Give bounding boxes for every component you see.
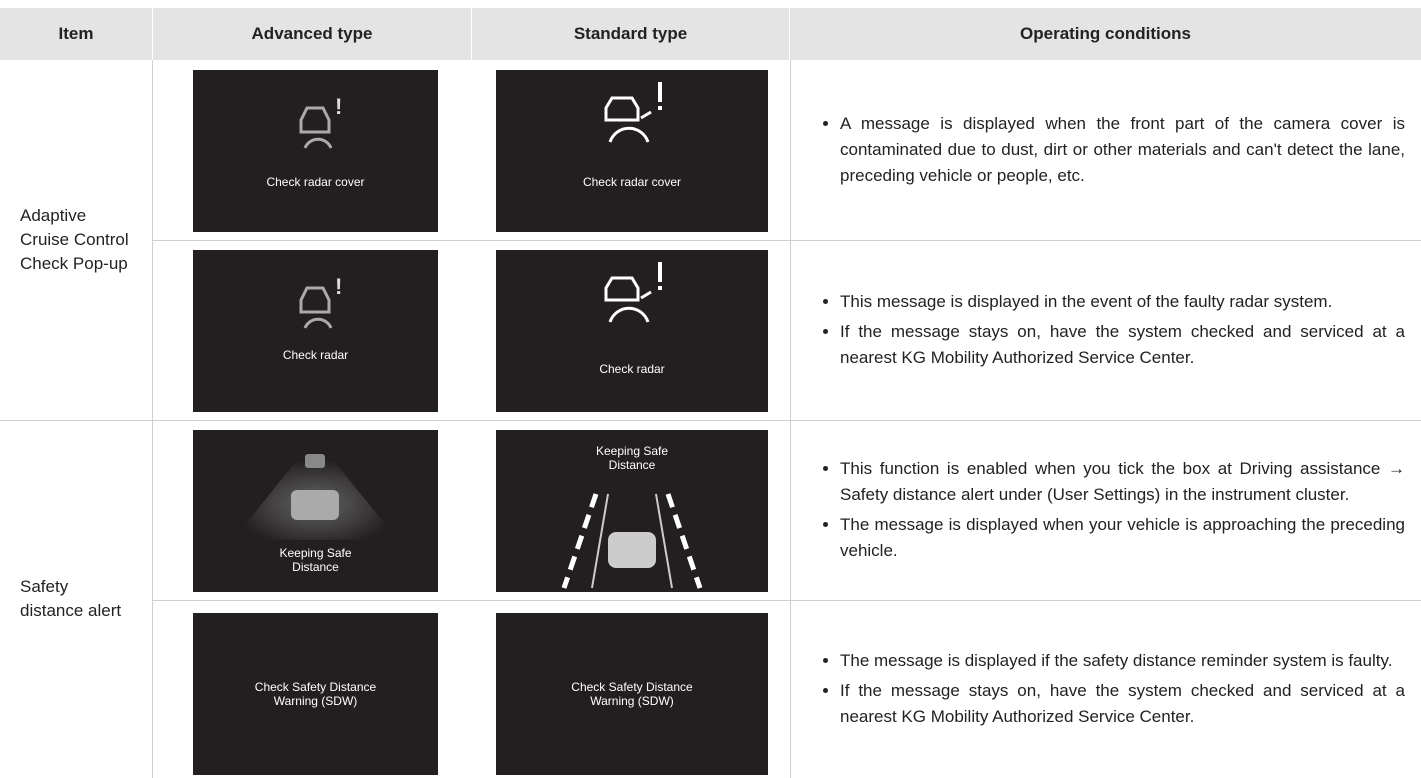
condition-cell: This message is displayed in the event o… [790,240,1421,420]
screen-text: Check Safety Distance Warning (SDW) [254,680,377,708]
bullet: This function is enabled when you tick t… [840,456,1405,508]
screen-text: Check radar [282,348,349,362]
condition-cell: The message is displayed if the safety d… [790,600,1421,778]
icon [604,82,662,143]
bullet: The message is displayed if the safety d… [840,648,1405,674]
icon: ! [299,274,342,329]
header-cell: Item [0,8,152,60]
screen: Check Safety Distance Warning (SDW) [193,613,438,775]
header-cell: Operating conditions [790,8,1421,60]
divider [0,420,1421,421]
header-cell: Standard type [472,8,789,60]
condition-cell: This function is enabled when you tick t… [790,420,1421,600]
screen: Keeping Safe Distance [496,430,768,592]
screen: ! Check radar [193,250,438,412]
screen: Check Safety Distance Warning (SDW) [496,613,768,775]
item-cell: Adaptive Cruise Control Check Pop-up [20,206,129,273]
screen: ! Check radar cover [193,70,438,232]
condition-cell: A message is displayed when the front pa… [790,60,1421,240]
screen: Check radar cover [496,70,768,232]
icon [233,450,398,540]
bullet: This message is displayed in the event o… [840,289,1405,315]
screen-text: Check Safety Distance Warning (SDW) [571,680,693,708]
divider [152,60,153,778]
screen-text: Keeping Safe Distance [595,444,669,472]
bullet: A message is displayed when the front pa… [840,111,1405,189]
bullet: If the message stays on, have the system… [840,319,1405,371]
svg-text:!: ! [335,94,342,119]
screen: Check radar [496,250,768,412]
screen-text: Check radar cover [266,175,365,189]
svg-text:!: ! [335,274,342,299]
item-cell: Safety distance alert [20,577,122,620]
divider [152,240,1421,241]
icon [561,493,703,589]
divider [152,600,1421,601]
bullet: If the message stays on, have the system… [840,678,1405,730]
icon: ! [299,94,342,149]
screen: Keeping Safe Distance [193,430,438,592]
screen-text: Check radar cover [582,175,682,189]
screen-text: Check radar [599,362,665,376]
divider [790,60,791,778]
screen-text: Keeping Safe Distance [279,546,352,574]
header-cell: Advanced type [153,8,471,60]
bullet: The message is displayed when your vehic… [840,512,1405,564]
icon [604,262,662,323]
